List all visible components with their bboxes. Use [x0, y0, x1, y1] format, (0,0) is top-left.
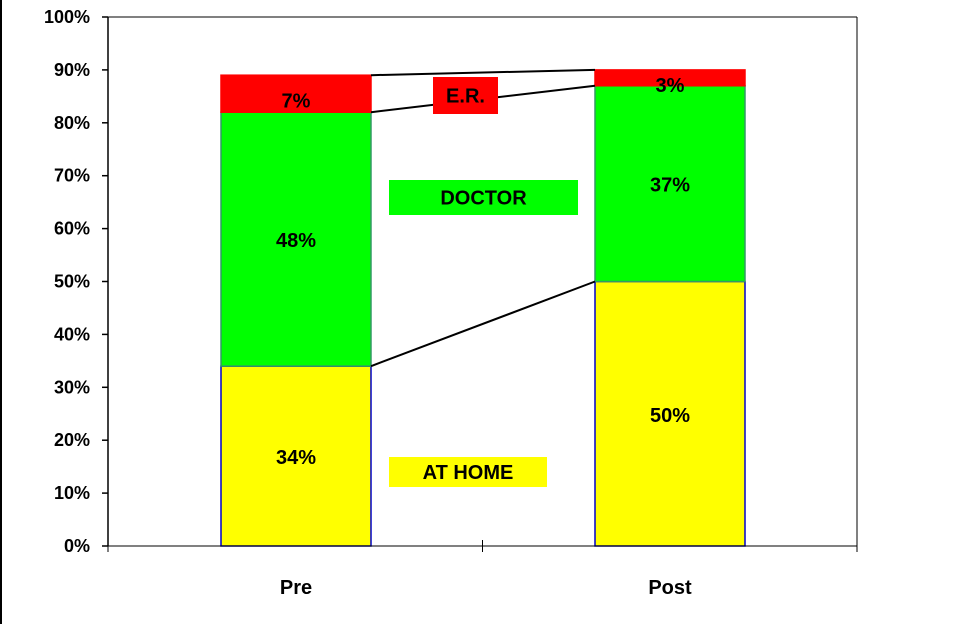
- x-category-label-post: Post: [648, 577, 692, 599]
- bar-post-at-home: [594, 280, 746, 547]
- legend-label-e-r: E.R.: [446, 86, 485, 108]
- y-tick-label: 20%: [54, 430, 90, 450]
- bar-post-e-r: [594, 69, 746, 87]
- segment-connectors: [370, 68, 596, 368]
- data-label-pre-doctor: 48%: [276, 230, 316, 252]
- legend-label-doctor: DOCTOR: [440, 188, 527, 210]
- data-label-pre-at-home: 34%: [276, 447, 316, 469]
- connector-e-r: [370, 68, 596, 77]
- legend-box-doctor: [389, 180, 578, 215]
- y-tick-label: 60%: [54, 219, 90, 239]
- data-label-post-e-r: 3%: [656, 75, 685, 97]
- data-labels: 34% 48% 7% 50% 37% 3%: [276, 75, 690, 469]
- connector-at-home: [370, 280, 596, 368]
- y-tick-label: 40%: [54, 324, 90, 344]
- y-tick-label: 50%: [54, 272, 90, 292]
- y-tick-label: 30%: [54, 377, 90, 397]
- legend-box-at-home: [389, 457, 547, 487]
- legend-label-at-home: AT HOME: [423, 462, 514, 484]
- legend-box-e-r: [433, 77, 498, 114]
- page-left-border: [0, 0, 2, 624]
- bar-pre-doctor: [220, 111, 372, 367]
- y-tick-label: 10%: [54, 483, 90, 503]
- y-tick-label: 0%: [64, 536, 90, 556]
- inline-legend: AT HOME DOCTOR E.R.: [389, 77, 578, 487]
- bar-pre-e-r: [220, 74, 372, 113]
- bar-pre-at-home: [220, 365, 372, 547]
- x-category-label-pre: Pre: [280, 577, 312, 599]
- y-tick-label: 90%: [54, 60, 90, 80]
- y-tick-label: 70%: [54, 166, 90, 186]
- y-tick-label: 100%: [44, 7, 90, 27]
- x-axis-categories: Pre Post: [107, 540, 858, 599]
- data-label-pre-e-r: 7%: [282, 91, 311, 113]
- plot-area: [108, 16, 858, 546]
- data-label-post-at-home: 50%: [650, 405, 690, 427]
- bars: [220, 69, 746, 547]
- data-label-post-doctor: 37%: [650, 175, 690, 197]
- bar-post-doctor: [594, 85, 746, 283]
- y-axis: 0% 10% 20% 30% 40% 50% 60% 70% 80% 90% 100%: [44, 7, 109, 556]
- y-tick-label: 80%: [54, 113, 90, 133]
